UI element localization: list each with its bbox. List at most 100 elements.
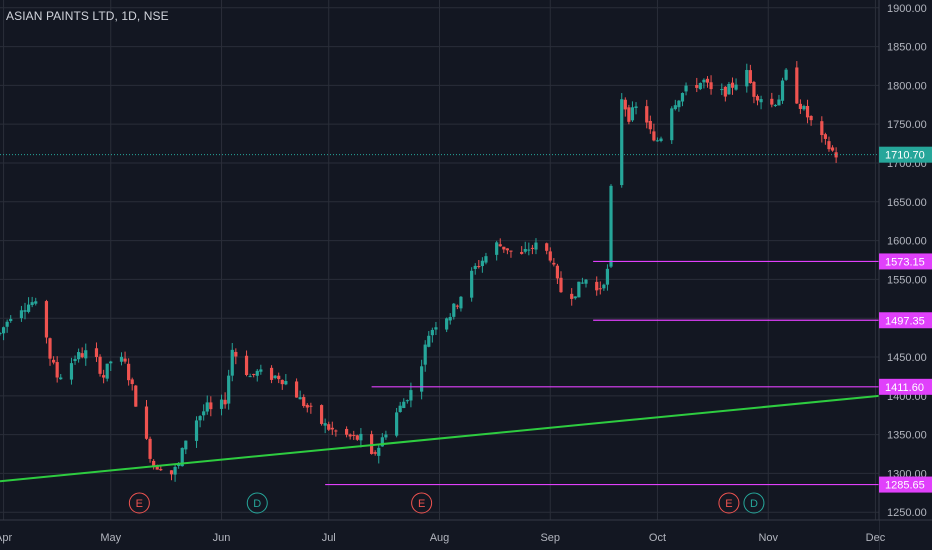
- dividend-marker[interactable]: D: [743, 492, 765, 514]
- candle-body: [102, 375, 106, 378]
- last-price-label: 1710.70: [885, 150, 925, 162]
- candle-body: [652, 131, 656, 141]
- candle: [652, 123, 656, 142]
- marker-letter: D: [750, 498, 758, 510]
- candle-body: [423, 344, 427, 365]
- candle: [309, 402, 313, 414]
- candle-body: [359, 433, 363, 441]
- candle-body: [802, 106, 806, 110]
- dividend-marker[interactable]: D: [246, 492, 268, 514]
- candle: [595, 276, 599, 296]
- candle-body: [830, 147, 835, 151]
- candle-body: [327, 424, 331, 430]
- candle: [23, 302, 27, 320]
- candle: [455, 304, 459, 310]
- candle-body: [144, 406, 149, 439]
- price-level-tag: [879, 312, 932, 329]
- candle-body: [748, 70, 752, 84]
- candle: [505, 248, 509, 255]
- candle-body: [269, 367, 274, 380]
- candle: [0, 332, 2, 336]
- candle-body: [134, 385, 138, 407]
- candle: [423, 340, 427, 372]
- price-tick-label: 1600.00: [887, 236, 927, 248]
- candle: [144, 399, 149, 440]
- candle-body: [570, 293, 574, 299]
- candle: [51, 356, 56, 365]
- candle-body: [23, 310, 27, 312]
- price-tick-label: 1250.00: [887, 507, 927, 519]
- candle-body: [255, 370, 259, 376]
- candle: [255, 369, 259, 382]
- price-level-tag: [879, 378, 932, 395]
- candle-body: [655, 140, 660, 142]
- price-tick-label: 1800.00: [887, 80, 927, 92]
- candle: [30, 296, 34, 308]
- candle: [502, 246, 506, 253]
- candle-body: [620, 99, 624, 186]
- earnings-marker[interactable]: E: [128, 492, 150, 514]
- candle: [695, 77, 699, 93]
- price-level-label: 1285.65: [885, 480, 925, 492]
- time-axis[interactable]: Apr May Jun Jul Aug Sep Oct Nov Dec: [0, 519, 932, 550]
- earnings-marker[interactable]: E: [411, 492, 433, 514]
- trendline-layer[interactable]: [0, 394, 880, 483]
- candle: [77, 348, 81, 363]
- candle-body: [323, 423, 327, 426]
- candle: [9, 315, 13, 323]
- candle-body: [294, 381, 299, 398]
- marker-circle: [246, 492, 268, 514]
- candle: [530, 244, 535, 255]
- candle-body: [777, 99, 781, 106]
- candle-body: [670, 108, 674, 141]
- candle: [123, 351, 127, 364]
- candle: [702, 78, 706, 89]
- candle: [305, 403, 309, 413]
- time-tick-label: Nov: [758, 532, 778, 544]
- candle: [777, 94, 781, 106]
- earnings-marker[interactable]: E: [718, 492, 740, 514]
- candle-body: [252, 373, 256, 375]
- support-trendline: [0, 394, 880, 483]
- horizontal-lines[interactable]: [0, 154, 879, 486]
- candle-body: [473, 265, 477, 269]
- candle-body: [495, 242, 499, 255]
- price-level-tag: [879, 476, 932, 493]
- candle: [745, 63, 749, 93]
- candle: [73, 355, 77, 365]
- candle: [527, 242, 531, 256]
- candle-body: [834, 152, 838, 158]
- candle: [148, 436, 152, 463]
- marker-letter: E: [725, 498, 732, 510]
- candle-body: [123, 358, 127, 362]
- candle: [784, 67, 788, 81]
- candle-body: [602, 284, 606, 289]
- candle-body: [605, 268, 610, 285]
- price-axis[interactable]: 1250.001300.001350.001400.001450.001500.…: [878, 0, 932, 550]
- candle-body: [445, 318, 449, 330]
- candle-body: [805, 105, 810, 118]
- candle: [395, 407, 399, 438]
- marker-circle: [743, 492, 765, 514]
- candle-body: [598, 288, 602, 290]
- candle-body: [627, 107, 631, 122]
- candle: [277, 372, 281, 384]
- time-tick-label: Oct: [649, 532, 666, 544]
- candle: [723, 86, 727, 102]
- candle-body: [695, 84, 699, 88]
- candle-body: [148, 438, 152, 459]
- candle: [752, 80, 756, 104]
- candle-body: [505, 248, 509, 251]
- candle-body: [305, 404, 309, 408]
- candle-body: [527, 249, 531, 251]
- candle: [452, 302, 456, 320]
- candle-body: [309, 405, 313, 407]
- candle-body: [248, 376, 252, 378]
- candle-body: [405, 400, 409, 402]
- candle: [795, 61, 799, 105]
- candle-body: [555, 265, 560, 279]
- candle: [577, 281, 581, 298]
